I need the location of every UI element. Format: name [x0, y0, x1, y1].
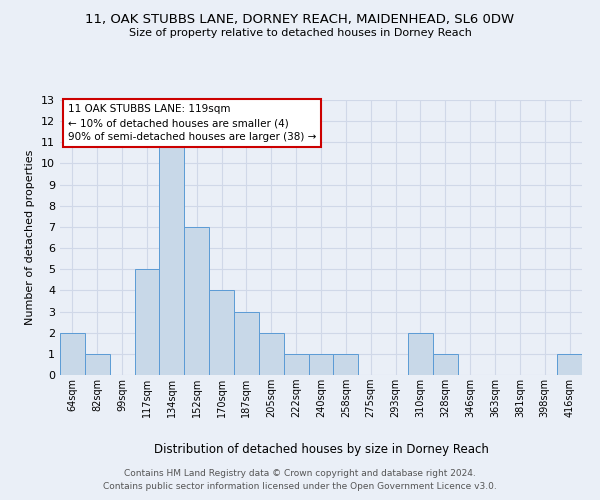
Text: Distribution of detached houses by size in Dorney Reach: Distribution of detached houses by size … [154, 442, 488, 456]
Text: 11, OAK STUBBS LANE, DORNEY REACH, MAIDENHEAD, SL6 0DW: 11, OAK STUBBS LANE, DORNEY REACH, MAIDE… [85, 12, 515, 26]
Bar [284, 354, 308, 375]
Bar [259, 332, 284, 375]
Bar [134, 269, 160, 375]
Text: Contains public sector information licensed under the Open Government Licence v3: Contains public sector information licen… [103, 482, 497, 491]
Bar [209, 290, 234, 375]
Text: Contains HM Land Registry data © Crown copyright and database right 2024.: Contains HM Land Registry data © Crown c… [124, 468, 476, 477]
Bar [184, 227, 209, 375]
Bar [308, 354, 334, 375]
Text: 11 OAK STUBBS LANE: 119sqm
← 10% of detached houses are smaller (4)
90% of semi-: 11 OAK STUBBS LANE: 119sqm ← 10% of deta… [68, 104, 316, 142]
Text: Size of property relative to detached houses in Dorney Reach: Size of property relative to detached ho… [128, 28, 472, 38]
Bar [60, 332, 85, 375]
Y-axis label: Number of detached properties: Number of detached properties [25, 150, 35, 325]
Bar [557, 354, 582, 375]
Bar [160, 142, 184, 375]
Bar [433, 354, 458, 375]
Bar [408, 332, 433, 375]
Bar [234, 312, 259, 375]
Bar [334, 354, 358, 375]
Bar [85, 354, 110, 375]
